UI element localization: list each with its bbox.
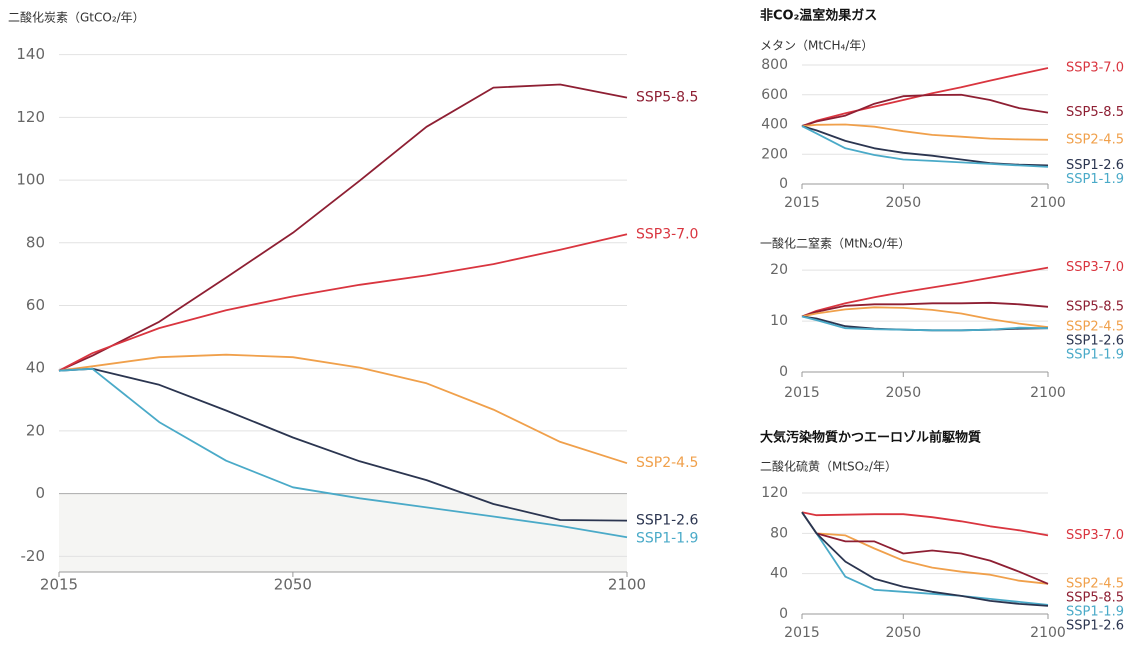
x-tick-label: 2050 (885, 195, 921, 211)
axis-title: メタン（MtCH₄/年） (760, 39, 873, 53)
series-line (801, 306, 1049, 329)
x-tick-label: 2050 (885, 625, 921, 641)
x-tick-label: 2015 (784, 625, 820, 641)
section-title: 非CO₂温室効果ガス (760, 8, 877, 24)
series-label: SSP1-2.6 (1066, 334, 1124, 349)
series-line (801, 266, 1049, 318)
y-tick-label: 100 (16, 171, 45, 189)
series-label: SSP1-2.6 (636, 513, 699, 529)
y-tick-label: 0 (779, 364, 788, 380)
series-line (801, 511, 1049, 585)
series-label: SSP5-8.5 (1066, 299, 1124, 314)
y-tick-label: 40 (26, 359, 45, 377)
series-line (58, 83, 628, 372)
series-label: SSP1-1.9 (1066, 604, 1124, 619)
y-tick-label: 120 (761, 485, 788, 501)
series-label: SSP2-4.5 (1066, 576, 1124, 591)
x-tick-label: 2015 (40, 576, 78, 594)
y-tick-label: 20 (770, 262, 788, 278)
series-label: SSP2-4.5 (1066, 132, 1124, 147)
x-tick-label: 2050 (274, 576, 312, 594)
series-label: SSP1-1.9 (1066, 348, 1124, 363)
series-line (801, 511, 1049, 607)
axis-title: 二酸化炭素（GtCO₂/年） (8, 10, 145, 25)
axis-title: 二酸化硫黄（MtSO₂/年） (760, 459, 897, 474)
y-tick-label: 140 (16, 45, 45, 63)
series-label: SSP1-2.6 (1066, 618, 1124, 633)
y-tick-label: 800 (761, 57, 788, 73)
series-line (801, 511, 1049, 585)
x-tick-label: 2100 (1030, 385, 1066, 401)
series-label: SSP3-7.0 (1066, 528, 1124, 543)
series-line (58, 233, 628, 372)
series-label: SSP5-8.5 (636, 90, 698, 106)
y-tick-label: 80 (770, 525, 788, 541)
y-tick-label: 600 (761, 87, 788, 103)
series-line (58, 367, 628, 522)
y-tick-label: 120 (16, 108, 45, 126)
y-tick-label: 0 (35, 484, 45, 502)
y-tick-label: 400 (761, 117, 788, 133)
series-label: SSP2-4.5 (1066, 320, 1124, 335)
series-line (801, 315, 1049, 332)
series-label: SSP5-8.5 (1066, 105, 1124, 120)
y-tick-label: 200 (761, 146, 788, 162)
series-label: SSP1-1.9 (1066, 172, 1124, 187)
y-tick-label: -20 (21, 547, 46, 565)
x-tick-label: 2015 (784, 195, 820, 211)
y-tick-label: 60 (26, 296, 45, 314)
x-tick-label: 2100 (1030, 195, 1066, 211)
series-label: SSP2-4.5 (636, 455, 698, 471)
negative-region (59, 493, 627, 572)
section-title: 大気汚染物質かつエーロゾル前駆物質 (760, 430, 981, 446)
series-line (801, 67, 1049, 127)
series-label: SSP1-1.9 (636, 531, 698, 547)
series-line (801, 125, 1049, 168)
series-label: SSP5-8.5 (1066, 590, 1124, 605)
x-tick-label: 2015 (784, 385, 820, 401)
series-line (801, 123, 1049, 141)
y-tick-label: 10 (770, 313, 788, 329)
series-label: SSP3-7.0 (1066, 60, 1124, 75)
y-tick-label: 80 (26, 233, 45, 251)
y-tick-label: 0 (779, 176, 788, 192)
series-line (58, 367, 628, 539)
x-tick-label: 2100 (608, 576, 646, 594)
y-tick-label: 0 (779, 606, 788, 622)
series-line (801, 301, 1049, 318)
axis-title: 一酸化二窒素（MtN₂O/年） (760, 236, 910, 251)
series-label: SSP3-7.0 (1066, 260, 1124, 275)
series-label: SSP3-7.0 (636, 226, 698, 242)
series-line (801, 511, 1049, 606)
series-line (801, 93, 1049, 127)
y-tick-label: 40 (770, 566, 788, 582)
series-label: SSP1-2.6 (1066, 158, 1124, 173)
series-line (801, 511, 1049, 537)
y-tick-label: 20 (26, 421, 45, 439)
x-tick-label: 2100 (1030, 625, 1066, 641)
series-line (58, 353, 628, 465)
x-tick-label: 2050 (885, 385, 921, 401)
